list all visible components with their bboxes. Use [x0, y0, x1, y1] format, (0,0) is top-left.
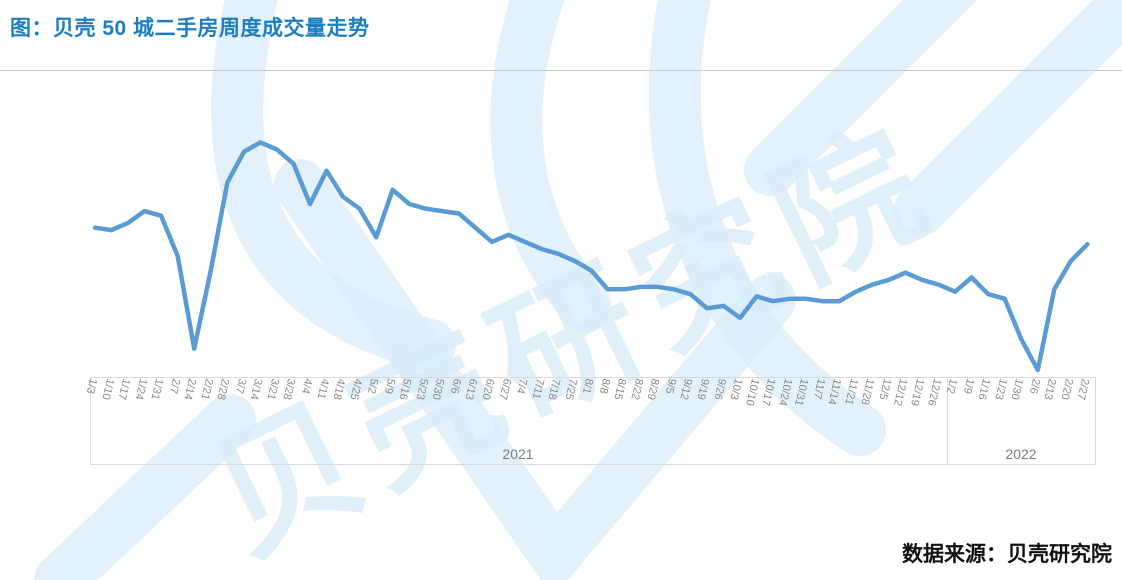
source-note: 数据来源：贝壳研究院 [902, 543, 1112, 566]
year-divider [947, 378, 948, 464]
x-axis-box [90, 377, 1096, 465]
watermark-stripe-icon [34, 394, 256, 580]
watermark-stripe-icon [894, 0, 1122, 236]
series-line [92, 140, 1090, 373]
watermark-stripe-icon [274, 159, 796, 580]
watermark-arc-icon [490, 0, 611, 331]
watermark-arc-icon [648, 0, 886, 456]
year-label-2022: 2022 [1005, 446, 1037, 462]
title-separator [0, 70, 1122, 71]
watermark-arc-icon [211, 0, 456, 371]
watermark-stripe-icon [744, 0, 977, 196]
year-label-2021: 2021 [502, 446, 534, 462]
page-title: 图：贝壳 50 城二手房周度成交量走势 [10, 17, 370, 40]
